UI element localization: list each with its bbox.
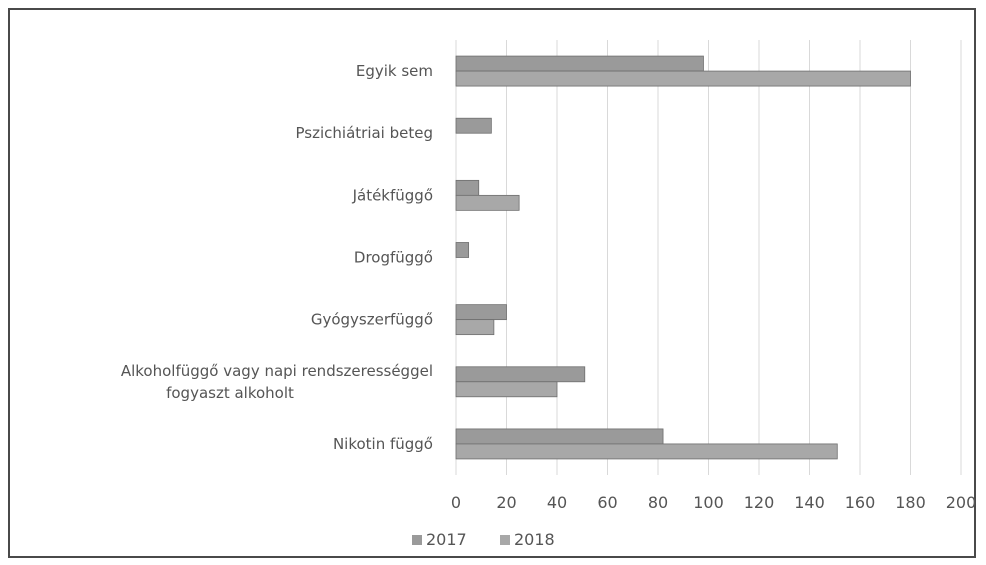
category-label: Játékfüggő [352, 186, 433, 204]
bar-2017-6 [455, 428, 664, 445]
bar-2018-0 [455, 70, 911, 87]
x-tick-label: 120 [744, 493, 775, 512]
bar-2017-4 [455, 304, 507, 321]
chart-frame [8, 8, 976, 558]
category-label: fogyaszt alkoholt [166, 384, 294, 402]
legend-label-2018: 2018 [514, 530, 555, 549]
bar-2018-4 [455, 319, 495, 336]
x-tick-label: 80 [648, 493, 668, 512]
x-tick-label: 40 [547, 493, 567, 512]
category-label: Pszichiátriai beteg [296, 124, 433, 142]
bar-2017-3 [455, 242, 470, 258]
legend-label-2017: 2017 [426, 530, 467, 549]
legend-swatch-2018 [500, 535, 510, 545]
x-tick-label: 20 [496, 493, 516, 512]
x-tick-label: 200 [946, 493, 977, 512]
category-label: Nikotin függő [333, 435, 433, 453]
x-tick-label: 60 [597, 493, 617, 512]
category-label: Drogfüggő [354, 249, 433, 267]
bar-2017-5 [455, 366, 586, 383]
bar-2017-2 [455, 179, 480, 196]
x-tick-label: 160 [845, 493, 876, 512]
legend-swatch-2017 [412, 535, 422, 545]
bar-2018-5 [455, 381, 558, 398]
bar-2018-6 [455, 443, 838, 460]
bar-2017-0 [455, 55, 704, 72]
category-label: Gyógyszerfüggő [311, 311, 433, 329]
x-tick-label: 0 [451, 493, 461, 512]
bar-2018-2 [455, 194, 520, 211]
x-tick-label: 100 [693, 493, 724, 512]
x-tick-label: 180 [895, 493, 926, 512]
category-label: Alkoholfüggő vagy napi rendszerességgel [121, 362, 433, 380]
category-label: Egyik sem [356, 62, 433, 80]
x-tick-label: 140 [794, 493, 825, 512]
bar-2017-1 [455, 117, 492, 134]
